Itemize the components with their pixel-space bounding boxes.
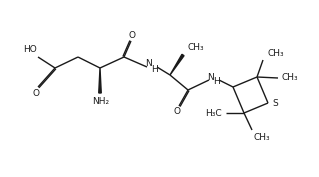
Text: N: N — [207, 73, 213, 81]
Text: S: S — [272, 98, 278, 107]
Text: N: N — [145, 59, 152, 68]
Text: CH₃: CH₃ — [267, 48, 284, 58]
Text: HO: HO — [23, 44, 37, 53]
Polygon shape — [170, 54, 184, 75]
Text: CH₃: CH₃ — [282, 73, 299, 82]
Text: CH₃: CH₃ — [254, 133, 271, 142]
Text: NH₂: NH₂ — [93, 98, 109, 107]
Text: H₃C: H₃C — [205, 109, 222, 118]
Polygon shape — [99, 68, 101, 93]
Text: O: O — [129, 32, 136, 41]
Text: O: O — [174, 107, 181, 116]
Text: H: H — [213, 78, 219, 87]
Text: H: H — [151, 64, 157, 73]
Text: O: O — [33, 88, 40, 98]
Text: CH₃: CH₃ — [187, 44, 204, 53]
